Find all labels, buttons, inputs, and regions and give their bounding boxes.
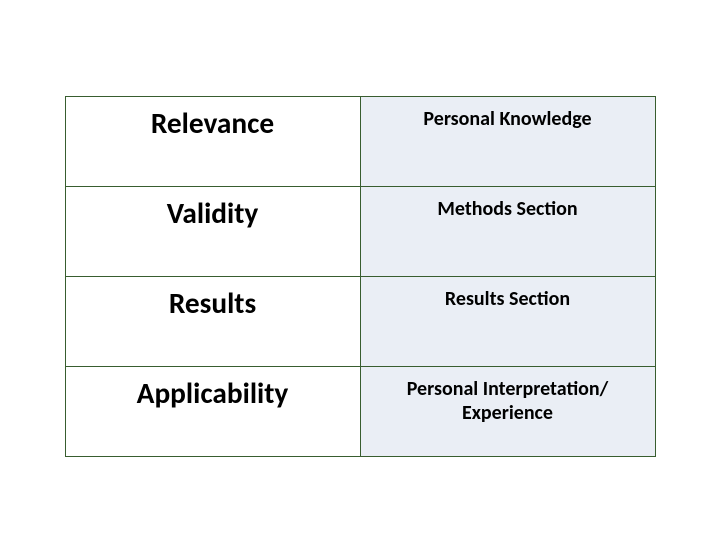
criterion-cell: Results <box>65 277 360 367</box>
table-row: ApplicabilityPersonal Interpretation/Exp… <box>65 367 655 457</box>
criterion-cell: Applicability <box>65 367 360 457</box>
table-row: ResultsResults Section <box>65 277 655 367</box>
criterion-cell: Validity <box>65 187 360 277</box>
source-cell: Personal Knowledge <box>360 97 655 187</box>
appraisal-table: RelevancePersonal KnowledgeValidityMetho… <box>65 96 656 457</box>
table-row: RelevancePersonal Knowledge <box>65 97 655 187</box>
source-cell: Personal Interpretation/Experience <box>360 367 655 457</box>
source-cell: Results Section <box>360 277 655 367</box>
table-row: ValidityMethods Section <box>65 187 655 277</box>
source-cell: Methods Section <box>360 187 655 277</box>
appraisal-table-body: RelevancePersonal KnowledgeValidityMetho… <box>65 97 655 457</box>
criterion-cell: Relevance <box>65 97 360 187</box>
